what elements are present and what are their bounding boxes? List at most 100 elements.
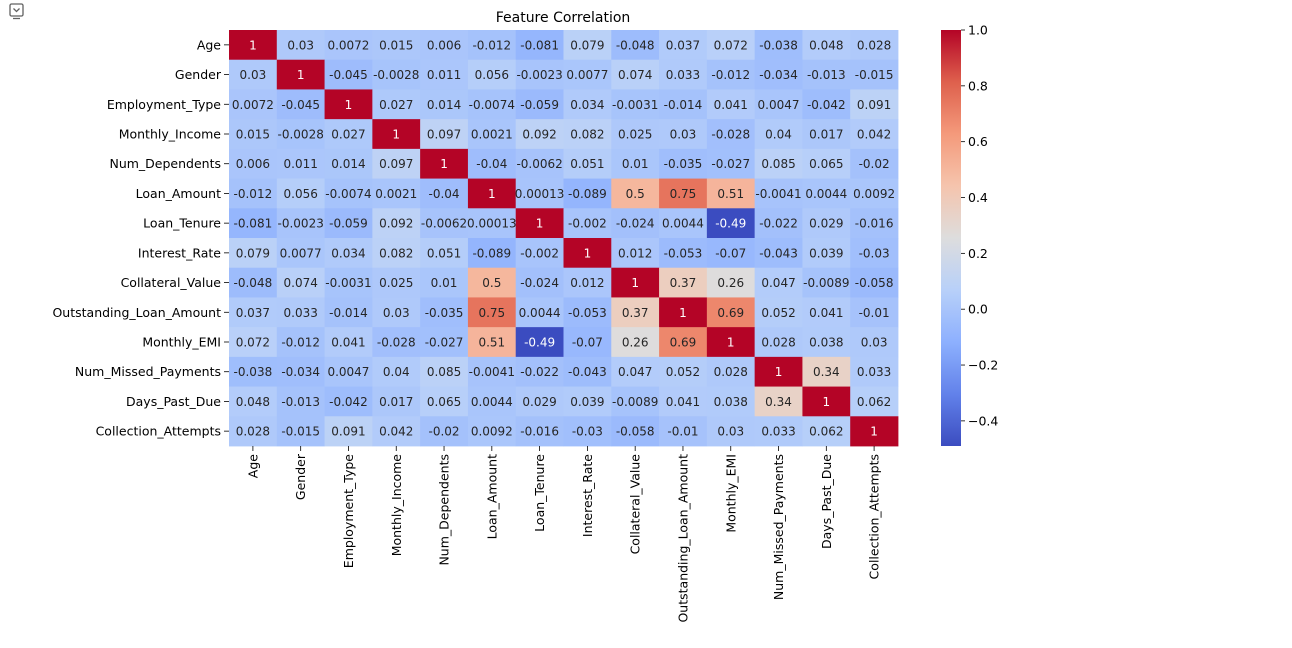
y-tick-label: Loan_Amount: [136, 186, 221, 201]
heatmap-cell: [802, 119, 851, 150]
cell-annotation: -0.012: [234, 187, 273, 201]
cell-annotation: -0.015: [281, 425, 320, 439]
heatmap-cell: [659, 208, 708, 239]
heatmap-cell: [563, 59, 612, 90]
cell-annotation: -0.0023: [278, 217, 324, 231]
cell-annotation: 0.0047: [327, 365, 369, 379]
heatmap-cell: [659, 178, 708, 209]
heatmap-cell: [372, 416, 421, 447]
cell-annotation: 0.025: [618, 128, 652, 142]
cell-annotation: 0.033: [761, 425, 795, 439]
heatmap-cell: [372, 30, 421, 61]
cell-annotation: -0.07: [715, 246, 746, 260]
cell-annotation: 0.029: [522, 395, 556, 409]
cell-annotation: 0.079: [236, 246, 270, 260]
cell-annotation: 0.092: [522, 128, 556, 142]
cell-annotation: 0.0092: [471, 425, 513, 439]
heatmap-cell: [467, 208, 517, 239]
y-tick-label: Monthly_EMI: [142, 335, 221, 350]
heatmap-cell: [802, 178, 851, 209]
heatmap-cell: [467, 327, 517, 358]
cell-annotation: -0.048: [616, 38, 655, 52]
cell-annotation: 0.69: [717, 306, 744, 320]
y-tick-label: Num_Dependents: [109, 156, 221, 171]
cell-annotation: 1: [870, 425, 878, 439]
cell-annotation: 0.0044: [519, 306, 561, 320]
heatmap-cell: [706, 356, 756, 387]
cell-annotation: 0.0044: [662, 217, 704, 231]
cell-annotation: 0.0021: [375, 187, 417, 201]
heatmap-cell: [611, 267, 660, 298]
cell-annotation: 0.0092: [853, 187, 895, 201]
heatmap-cell: [563, 386, 612, 417]
cell-annotation: -0.03: [859, 246, 890, 260]
heatmap-cell: [420, 416, 469, 447]
cell-annotation: -0.022: [520, 365, 559, 379]
heatmap-cell: [611, 178, 660, 209]
cell-annotation: -0.038: [759, 38, 798, 52]
cell-annotation: 0.34: [813, 365, 840, 379]
cell-annotation: 0.011: [427, 68, 461, 82]
cell-annotation: 0.051: [427, 246, 461, 260]
cell-annotation: 0.5: [482, 276, 501, 290]
heatmap-cell: [563, 416, 612, 447]
cell-annotation: -0.027: [711, 157, 750, 171]
cell-annotation: 0.047: [618, 365, 652, 379]
colorbar-tick-label: 0.2: [968, 246, 988, 261]
cell-annotation: -0.053: [664, 246, 703, 260]
cell-annotation: 0.51: [717, 187, 744, 201]
cell-annotation: 0.051: [570, 157, 604, 171]
output-collapse-icon[interactable]: [8, 2, 26, 20]
heatmap-cell: [420, 119, 469, 150]
heatmap-cell: [850, 89, 899, 120]
cell-annotation: -0.0089: [612, 395, 658, 409]
heatmap-cell: [276, 327, 325, 358]
heatmap-cell: [515, 178, 564, 209]
cell-annotation: -0.081: [234, 217, 273, 231]
cell-annotation: 0.042: [379, 425, 413, 439]
heatmap-cell: [276, 178, 325, 209]
cell-annotation: -0.042: [807, 98, 846, 112]
cell-annotation: 0.072: [236, 336, 270, 350]
cell-annotation: 0.028: [714, 365, 748, 379]
heatmap-cell: [563, 178, 612, 209]
heatmap-cell: [276, 119, 325, 150]
heatmap-cell: [372, 89, 421, 120]
cell-annotation: 0.041: [331, 336, 365, 350]
heatmap-cell: [324, 208, 373, 239]
y-tick-label: Outstanding_Loan_Amount: [52, 305, 221, 320]
cell-annotation: -0.034: [281, 365, 320, 379]
heatmap-cell: [229, 297, 278, 328]
heatmap-cell: [563, 267, 612, 298]
heatmap-cell: [420, 208, 469, 239]
cell-annotation: -0.042: [329, 395, 368, 409]
cell-annotation: 0.01: [622, 157, 649, 171]
heatmap-cell: [754, 297, 803, 328]
cell-annotation: 0.034: [331, 246, 365, 260]
heatmap-cell: [850, 148, 899, 179]
heatmap-cell: [754, 178, 803, 209]
heatmap-cell: [229, 89, 278, 120]
heatmap-cell: [659, 267, 708, 298]
cell-annotation: 0.034: [570, 98, 604, 112]
heatmap-cell: [515, 416, 564, 447]
x-tick-label: Outstanding_Loan_Amount: [675, 454, 690, 623]
cell-annotation: 0.0044: [471, 395, 513, 409]
cell-annotation: 1: [345, 98, 353, 112]
heatmap-cell: [802, 327, 851, 358]
cell-annotation: 0.011: [284, 157, 318, 171]
heatmap-cell: [276, 59, 325, 90]
heatmap-cell: [659, 327, 708, 358]
heatmap-cell: [372, 148, 421, 179]
cell-annotation: -0.043: [759, 246, 798, 260]
heatmap-cell: [850, 208, 899, 239]
cell-annotation: -0.014: [329, 306, 368, 320]
heatmap-cell: [563, 327, 612, 358]
y-tick-label: Collection_Attempts: [96, 424, 221, 439]
cell-annotation: -0.059: [329, 217, 368, 231]
cell-annotation: 0.37: [670, 276, 697, 290]
heatmap-cell: [611, 386, 660, 417]
cell-annotation: -0.035: [425, 306, 464, 320]
heatmap-cell: [659, 297, 708, 328]
cell-annotation: 0.51: [478, 336, 505, 350]
